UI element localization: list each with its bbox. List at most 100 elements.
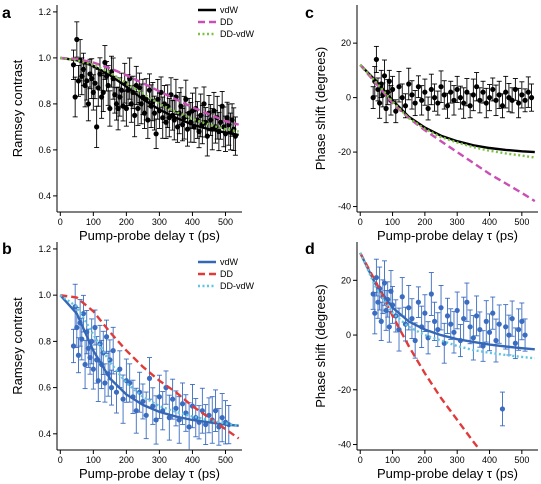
data-marker	[110, 348, 116, 354]
y-tick-label: 0.8	[38, 99, 51, 109]
data-marker	[496, 321, 502, 327]
data-point	[451, 311, 457, 354]
data-point	[483, 300, 489, 343]
y-tick-label: 1.0	[38, 53, 51, 63]
data-marker	[201, 101, 207, 107]
x-tick-label: 500	[218, 217, 233, 227]
data-point	[406, 67, 412, 101]
data-point	[464, 282, 470, 322]
series-line-vdw	[59, 294, 239, 427]
data-point	[199, 387, 205, 434]
data-marker	[528, 95, 535, 101]
data-marker	[399, 95, 405, 101]
data-point	[74, 21, 80, 58]
series-line-vdw	[359, 252, 535, 351]
data-point	[438, 70, 444, 103]
data-point	[422, 78, 428, 106]
data-marker	[151, 110, 158, 116]
y-tick-label: 0.8	[38, 336, 51, 346]
data-point	[170, 378, 176, 420]
x-tick-label: 200	[417, 217, 432, 227]
y-tick-label: 20	[341, 38, 351, 48]
data-marker	[145, 117, 151, 123]
data-marker	[457, 95, 464, 101]
x-tick-label: 100	[86, 217, 101, 227]
data-marker	[493, 97, 499, 103]
data-marker	[467, 103, 473, 109]
data-point	[516, 87, 522, 119]
data-marker	[377, 100, 383, 106]
data-point	[528, 83, 535, 112]
data-point	[378, 301, 384, 341]
data-marker	[451, 329, 457, 335]
data-point	[425, 96, 431, 121]
data-marker	[473, 313, 480, 319]
data-point	[206, 397, 212, 434]
data-marker	[467, 324, 473, 330]
data-marker	[448, 89, 454, 95]
series-line-vdw	[60, 56, 239, 137]
data-point	[203, 404, 209, 445]
data-point	[503, 75, 509, 109]
data-marker	[519, 92, 525, 98]
data-marker	[512, 340, 518, 346]
data-marker	[82, 361, 88, 368]
data-marker	[396, 84, 402, 90]
data-marker	[428, 291, 434, 297]
data-marker	[522, 332, 528, 338]
data-marker	[415, 299, 422, 305]
y-tick-label: 0.6	[38, 383, 51, 393]
panel-letter: c	[305, 5, 314, 22]
data-marker	[123, 105, 129, 112]
y-tick-label: -40	[338, 202, 351, 212]
data-marker	[490, 310, 496, 316]
data-point	[422, 294, 428, 332]
data-marker	[435, 100, 441, 106]
panel-d: d 0 100 200 300 400 500 -40 -20 0 20 Pump-probe del…	[305, 241, 538, 481]
data-point	[522, 318, 528, 352]
legend-label: vdW	[220, 257, 239, 267]
data-point	[415, 286, 422, 318]
data-point	[444, 297, 451, 334]
data-marker	[425, 105, 431, 112]
data-marker	[406, 81, 412, 87]
y-tick-label: 1.2	[38, 244, 51, 254]
y-axis-title: Phase shift (degrees)	[313, 47, 328, 171]
data-marker	[444, 313, 451, 319]
x-tick-label: 300	[152, 217, 167, 227]
data-marker	[506, 332, 512, 338]
data-point	[516, 308, 522, 351]
series-line-vdw	[359, 64, 535, 154]
data-marker	[399, 294, 405, 300]
data-marker	[509, 97, 515, 103]
data-marker	[386, 324, 392, 330]
data-point	[499, 391, 506, 427]
data-point	[219, 393, 225, 443]
data-marker	[516, 100, 522, 106]
data-marker	[92, 80, 98, 86]
x-tick-label: 200	[417, 455, 432, 465]
legend-label: DD-vdW	[220, 281, 255, 291]
data-marker	[415, 84, 422, 90]
data-point	[435, 90, 441, 116]
data-marker	[409, 316, 415, 322]
data-marker	[412, 100, 418, 106]
data-marker	[409, 92, 415, 98]
data-marker	[381, 73, 388, 79]
data-point	[477, 311, 483, 348]
data-point	[438, 285, 444, 331]
data-marker	[451, 97, 457, 103]
y-axis-title: Ramsey contrast	[10, 297, 25, 395]
series-line-dd	[60, 294, 240, 440]
data-point	[415, 75, 422, 99]
data-point	[428, 73, 434, 106]
data-point	[483, 87, 489, 119]
data-point	[222, 400, 229, 445]
panel-c: c 0 100 200 300 400 500 -40 -20 0 20 Pump-probe del…	[305, 5, 538, 243]
data-marker	[381, 280, 388, 286]
data-marker	[170, 396, 176, 402]
data-marker	[107, 105, 113, 112]
data-marker	[204, 133, 210, 139]
data-marker	[95, 378, 101, 384]
data-marker	[470, 92, 476, 98]
